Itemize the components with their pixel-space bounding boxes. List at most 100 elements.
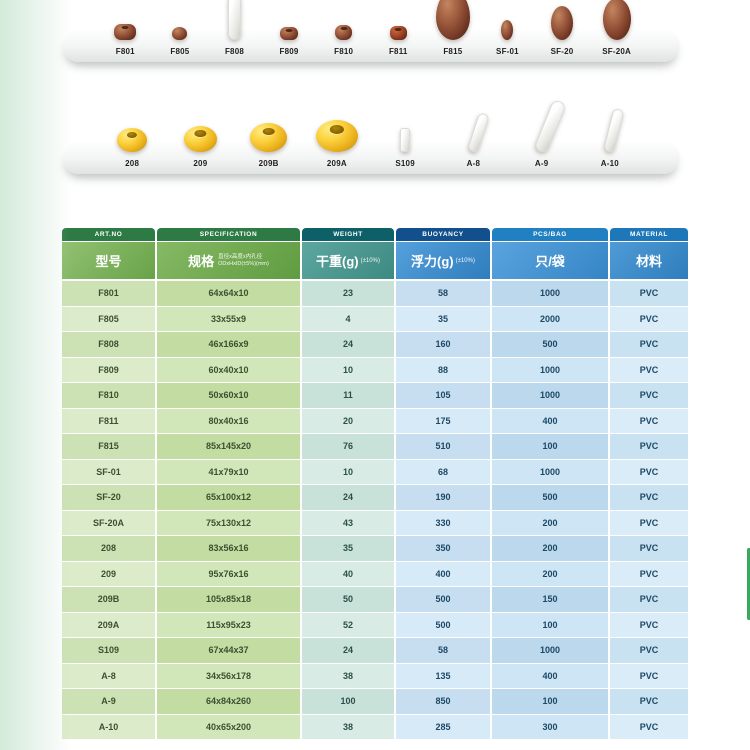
cell-art-no: A-8 [62, 663, 155, 688]
header-col-specification: SPECIFICATION 规格 直径x高度x内孔径 ODxHxID(±5%)(… [157, 228, 300, 279]
shelf-bar [62, 28, 680, 62]
header-zh-specification: 规格 直径x高度x内孔径 ODxHxID(±5%)(mm) [157, 242, 300, 279]
product-item: A-9 [508, 52, 576, 174]
header-en-label: SPECIFICATION [199, 231, 258, 238]
product-item: F805 [153, 0, 208, 62]
cell-buoyancy: 175 [396, 408, 490, 433]
cell-art-no: F808 [62, 332, 155, 357]
cell-weight: 24 [302, 485, 394, 510]
cell-weight: 35 [302, 536, 394, 561]
header-col-buoyancy: BUOYANCY 浮力(g) (±10%) [396, 228, 490, 279]
cell-weight: 40 [302, 561, 394, 586]
product-item: F801 [98, 0, 153, 62]
cell-material: PVC [610, 689, 688, 714]
cell-art-no: S109 [62, 638, 155, 663]
table-body: F801 64x64x10 23 58 1000 PVC F805 33x55x… [62, 281, 688, 739]
cell-material: PVC [610, 510, 688, 535]
cell-pcs-bag: 500 [492, 485, 608, 510]
product-label: F815 [443, 46, 463, 56]
cell-specification: 50x60x10 [157, 383, 300, 408]
header-en-specification: SPECIFICATION [157, 228, 300, 241]
cell-weight: 38 [302, 714, 394, 739]
cell-weight: 10 [302, 357, 394, 382]
cell-weight: 20 [302, 408, 394, 433]
cell-art-no: SF-20A [62, 510, 155, 535]
product-image [172, 27, 188, 40]
cell-art-no: F805 [62, 306, 155, 331]
cell-pcs-bag: 500 [492, 332, 608, 357]
cell-buoyancy: 330 [396, 510, 490, 535]
header-zh-material: 材料 [610, 242, 688, 279]
cell-specification: 40x65x200 [157, 714, 300, 739]
product-label: F809 [279, 46, 299, 56]
header-en-label: WEIGHT [333, 231, 363, 238]
cell-material: PVC [610, 485, 688, 510]
spec-note-line-2: ODxHxID(±5%)(mm) [218, 260, 269, 267]
header-en-label: BUOYANCY [422, 231, 464, 238]
product-item: 208 [98, 52, 166, 174]
table-header: ART.NO 型号 SPECIFICATION 规格 直径x高度x内孔径 ODx… [62, 228, 688, 279]
cell-pcs-bag: 100 [492, 612, 608, 637]
cell-art-no: 208 [62, 536, 155, 561]
shelf-2-items: 208 209 209B 209A S109 A-8 A-9 A [62, 52, 680, 174]
header-zh-label: 规格 [188, 254, 215, 269]
product-image [603, 107, 625, 154]
header-zh-label: 材料 [635, 254, 662, 269]
cell-pcs-bag: 200 [492, 510, 608, 535]
cell-buoyancy: 58 [396, 281, 490, 306]
cell-pcs-bag: 200 [492, 536, 608, 561]
product-item: A-8 [439, 52, 507, 174]
cell-pcs-bag: 100 [492, 434, 608, 459]
cell-art-no: 209B [62, 587, 155, 612]
cell-material: PVC [610, 434, 688, 459]
cell-material: PVC [610, 638, 688, 663]
cell-specification: 95x76x16 [157, 561, 300, 586]
cell-material: PVC [610, 383, 688, 408]
cell-buoyancy: 400 [396, 561, 490, 586]
header-en-label: MATERIAL [630, 231, 668, 238]
cell-material: PVC [610, 459, 688, 484]
cell-specification: 80x40x16 [157, 408, 300, 433]
cell-buoyancy: 160 [396, 332, 490, 357]
right-edge-accent [747, 548, 750, 620]
product-shelf-1: F801 F805 F808 F809 F810 F811 F815 [62, 0, 680, 62]
product-label: A-10 [600, 158, 619, 168]
cell-weight: 11 [302, 383, 394, 408]
cell-art-no: A-10 [62, 714, 155, 739]
header-zh-label: 浮力(g) [411, 254, 454, 269]
product-image [466, 112, 490, 154]
cell-specification: 83x56x16 [157, 536, 300, 561]
header-zh-label: 只/袋 [535, 254, 565, 269]
product-item: F808 [207, 0, 262, 62]
cell-pcs-bag: 1000 [492, 383, 608, 408]
header-en-buoyancy: BUOYANCY [396, 228, 490, 241]
cell-art-no: SF-01 [62, 459, 155, 484]
cell-buoyancy: 850 [396, 689, 490, 714]
product-image [183, 126, 217, 152]
product-item: SF-20A [589, 0, 644, 62]
product-image [335, 25, 353, 40]
cell-buoyancy: 500 [396, 587, 490, 612]
cell-pcs-bag: 1000 [492, 638, 608, 663]
cell-weight: 76 [302, 434, 394, 459]
cell-specification: 64x84x260 [157, 689, 300, 714]
product-label: A-8 [466, 158, 481, 168]
header-col-pcs-bag: PCS/BAG 只/袋 [492, 228, 608, 279]
header-en-weight: WEIGHT [302, 228, 394, 241]
product-label: 209B [258, 158, 279, 168]
cell-pcs-bag: 400 [492, 408, 608, 433]
product-image [551, 6, 574, 40]
cell-buoyancy: 88 [396, 357, 490, 382]
cell-specification: 64x64x10 [157, 281, 300, 306]
product-item: S109 [371, 52, 439, 174]
cell-buoyancy: 500 [396, 612, 490, 637]
cell-weight: 43 [302, 510, 394, 535]
product-image [114, 24, 137, 40]
cell-buoyancy: 58 [396, 638, 490, 663]
buoyancy-tolerance: (±10%) [455, 257, 475, 264]
shelf-1-items: F801 F805 F808 F809 F810 F811 F815 [62, 0, 680, 62]
cell-weight: 50 [302, 587, 394, 612]
header-en-material: MATERIAL [610, 228, 688, 241]
weight-tolerance: (±10%) [360, 257, 380, 264]
cell-weight: 10 [302, 459, 394, 484]
